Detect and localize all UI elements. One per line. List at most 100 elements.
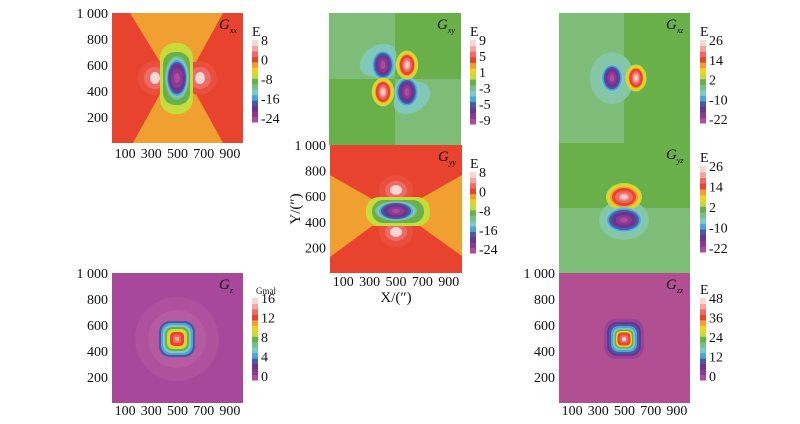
contour-level: [634, 75, 638, 81]
heatmap-gxy: [329, 13, 461, 145]
colorbar-swatch: [700, 100, 706, 107]
colorbar-swatch: [252, 100, 258, 107]
colorbar-swatch: [700, 56, 706, 63]
colorbar-tick-label: 8: [479, 166, 486, 181]
x-tick-label: 100: [333, 275, 354, 290]
colorbar-tick-label: 48: [709, 292, 723, 307]
colorbar-tick-label: 2: [709, 201, 716, 216]
x-tick-label: 900: [438, 275, 459, 290]
colorbar-swatch: [252, 78, 258, 85]
colorbar-label: E: [470, 157, 479, 172]
y-tick-label: 1 000: [77, 267, 109, 282]
x-tick-label: 300: [141, 147, 162, 162]
colorbar-swatch: [700, 347, 706, 354]
y-tick-label: 800: [534, 293, 555, 308]
colorbar-tick-label: 36: [709, 312, 723, 327]
y-tick-label: 200: [87, 111, 108, 126]
contour-level: [404, 88, 410, 96]
y-tick-label: 600: [87, 59, 108, 74]
contour-level: [150, 72, 160, 84]
colorbar-tick-label: -3: [479, 82, 491, 97]
colorbar-swatch: [470, 107, 476, 114]
x-tick-label: 700: [193, 404, 214, 419]
colorbar-swatch: [470, 90, 476, 97]
title-main: G: [219, 17, 230, 33]
y-tick-label: 800: [87, 33, 108, 48]
title-sub: yy: [448, 158, 457, 167]
colorbar-swatch: [700, 171, 706, 178]
colorbar-swatch: [700, 89, 706, 96]
heatmap-gz: [112, 273, 243, 403]
title-sub: yz: [676, 156, 685, 165]
colorbar-swatch: [252, 303, 258, 310]
panel-gyz: Gyz E26 14 2 -10 -22: [559, 143, 728, 273]
colorbar-swatch: [700, 308, 706, 315]
colorbar-swatch: [252, 358, 258, 365]
colorbar-swatch: [700, 45, 706, 52]
colorbar-swatch: [470, 188, 476, 195]
colorbar-tick-label: -24: [479, 243, 498, 258]
colorbar-tick-label: 9: [479, 34, 486, 49]
colorbar-swatch: [700, 298, 706, 304]
colorbar-swatch: [252, 319, 258, 326]
colorbar-swatch: [252, 347, 258, 354]
colorbar-swatch: [470, 118, 476, 125]
x-tick-label: 300: [588, 404, 609, 419]
colorbar-swatch: [470, 96, 476, 103]
x-tick-label: 900: [219, 147, 240, 162]
colorbar-swatch: [700, 78, 706, 85]
colorbar-swatch: [470, 68, 476, 75]
y-tick-label: 600: [534, 319, 555, 334]
contour-level: [390, 227, 402, 237]
title-sub: xx: [229, 26, 238, 35]
colorbar-tick-label: -24: [261, 112, 280, 127]
y-tick-label: 400: [87, 345, 108, 360]
colorbar-swatch: [700, 67, 706, 74]
colorbar-tick-label: -8: [261, 73, 273, 88]
title-sub: xy: [447, 26, 456, 35]
colorbar-swatch: [470, 231, 476, 238]
contour-level: [174, 73, 180, 83]
colorbar-swatch: [470, 40, 476, 47]
contour-level: [622, 337, 626, 341]
y-tick-label: 200: [534, 371, 555, 386]
colorbar-swatch: [470, 62, 476, 69]
y-axis-label: Y/(″): [288, 193, 304, 224]
heatmap-gyz: [559, 143, 690, 273]
title-main: G: [438, 149, 449, 165]
colorbar-swatch: [700, 229, 706, 236]
colorbar-tick-label: 0: [261, 370, 268, 385]
panel-title: Gzz: [666, 277, 684, 295]
title-sub: z: [229, 286, 234, 295]
heatmap-gxz: [559, 13, 690, 143]
title-main: G: [219, 277, 230, 293]
colorbar-tick-label: -8: [479, 205, 491, 220]
contour-level: [609, 74, 615, 82]
colorbar-swatch: [470, 193, 476, 200]
colorbar-swatch: [700, 117, 706, 124]
colorbar-swatch: [700, 194, 706, 201]
colorbar-swatch: [470, 215, 476, 222]
y-tick-label: 800: [87, 293, 108, 308]
colorbar-tick-label: -5: [479, 98, 491, 113]
y-tick-label: 1 000: [524, 267, 556, 282]
colorbar-swatch: [252, 352, 258, 359]
colorbar-swatch: [470, 79, 476, 86]
y-tick-label: 400: [87, 85, 108, 100]
colorbar-swatch: [700, 352, 706, 359]
x-tick-label: 100: [115, 404, 136, 419]
colorbar-tick-label: 26: [709, 34, 723, 49]
x-tick-label: 700: [640, 404, 661, 419]
colorbar-swatch: [470, 172, 476, 178]
x-tick-label: 700: [412, 275, 433, 290]
colorbar-tick-label: 14: [709, 181, 723, 196]
title-main: G: [666, 17, 677, 33]
colorbar-label: E: [252, 25, 261, 40]
colorbar-tick-label: 16: [261, 292, 275, 307]
colorbar-tick-label: -22: [709, 113, 728, 128]
colorbar-swatch: [470, 220, 476, 227]
colorbar-tick-label: 4: [261, 351, 268, 366]
colorbar-tick-label: 8: [261, 331, 268, 346]
